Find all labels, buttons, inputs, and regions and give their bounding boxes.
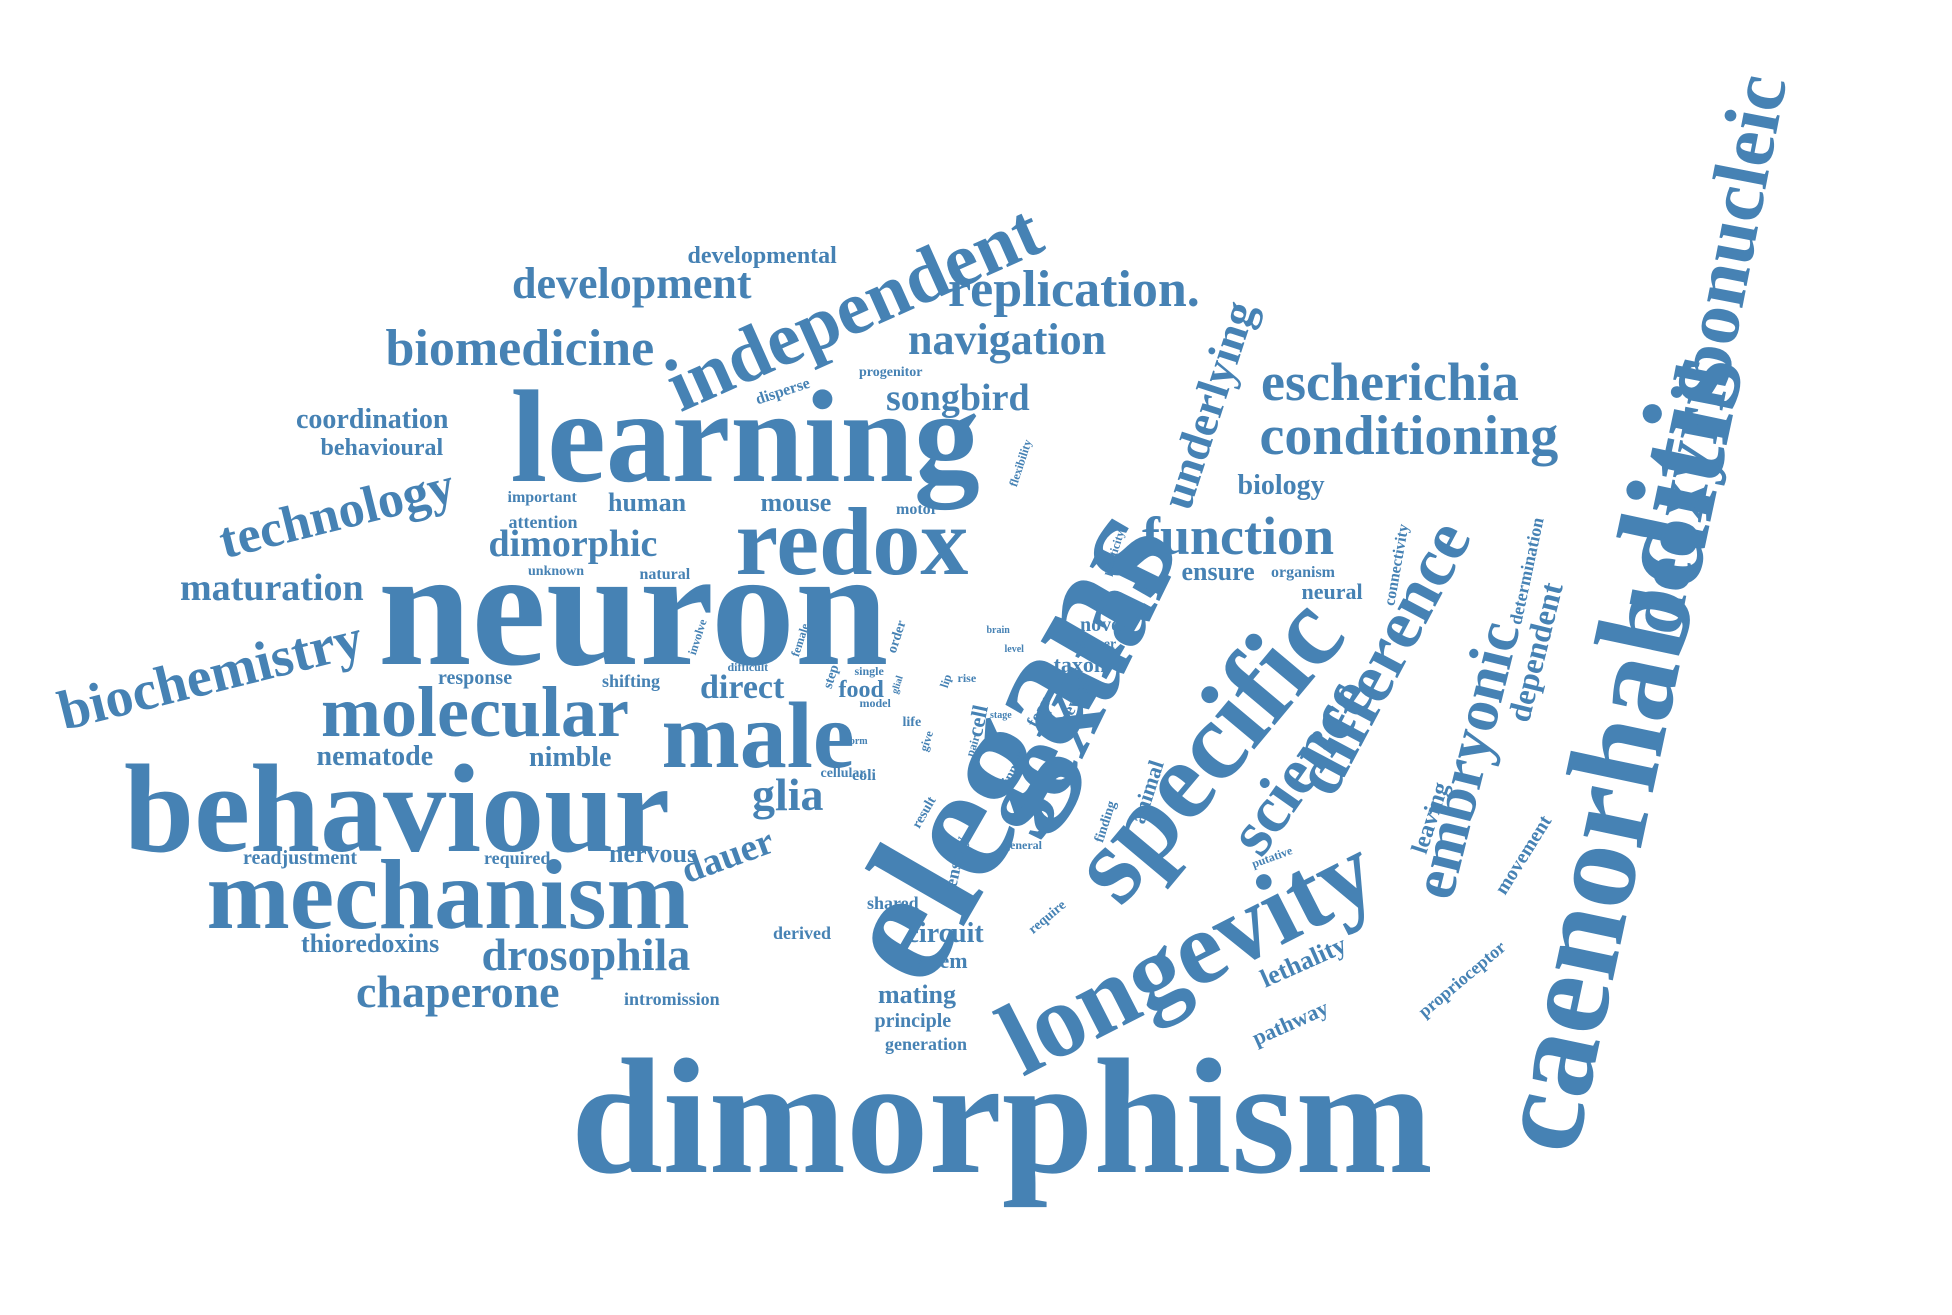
word-shared: shared	[867, 894, 919, 912]
word-biomedicine: biomedicine	[386, 323, 655, 375]
word-mating: mating	[878, 982, 956, 1008]
word-thioredoxins: thioredoxins	[301, 931, 439, 957]
word-neural: neural	[1302, 581, 1363, 603]
word-principle: principle	[875, 1011, 952, 1031]
word-nervous: nervous	[609, 841, 697, 867]
word-single: single	[855, 665, 884, 677]
word-taxon: taxon	[1054, 654, 1107, 676]
word-form: form	[847, 737, 868, 747]
word-mouse: mouse	[761, 490, 832, 516]
word-glial: glial	[891, 675, 906, 696]
word-dimorphism: dimorphism	[571, 1034, 1433, 1199]
word-ensure: ensure	[1182, 559, 1255, 585]
word-stage: stage	[990, 711, 1012, 721]
word-level: level	[1005, 645, 1024, 655]
word-general: general	[1004, 839, 1042, 851]
word-replication: replication.	[948, 264, 1200, 316]
word-organism: organism	[1271, 565, 1335, 581]
word-coli: coli	[852, 768, 876, 784]
word-model: model	[860, 697, 891, 709]
word-direct: direct	[700, 671, 784, 705]
word-conditioning: conditioning	[1260, 408, 1559, 464]
word-system: system	[904, 950, 968, 972]
word-progenitor: progenitor	[859, 366, 923, 380]
word-difficult: difficult	[728, 661, 769, 673]
word-manner: manner	[1070, 638, 1117, 652]
word-derived: derived	[773, 924, 831, 942]
word-function: function	[1142, 509, 1334, 563]
word-natural: natural	[640, 567, 691, 583]
word-biology: biology	[1238, 472, 1325, 500]
word-generation: generation	[885, 1035, 967, 1053]
word-motor: motor	[896, 502, 938, 518]
word-rise: rise	[958, 672, 977, 684]
word-human: human	[608, 490, 686, 516]
word-brain: brain	[987, 626, 1010, 636]
word-require: require	[1027, 899, 1070, 938]
word-developmental: developmental	[688, 244, 837, 268]
word-circuit: circuit	[907, 920, 984, 948]
word-behavioural: behavioural	[321, 436, 444, 460]
word-glia: glia	[752, 772, 824, 818]
word-songbird: songbird	[886, 379, 1030, 417]
word-response: response	[438, 668, 512, 688]
word-order: order	[885, 619, 909, 655]
word-important: important	[508, 490, 577, 506]
word-flexibility: flexibility	[1007, 438, 1033, 488]
word-nimble: nimble	[529, 744, 611, 772]
word-life: life	[903, 716, 922, 730]
word-readjustment: readjustment	[243, 848, 357, 868]
word-nematode: nematode	[317, 743, 434, 771]
word-intromission: intromission	[624, 990, 720, 1008]
word-coordination: coordination	[296, 406, 448, 434]
word-escherichia: escherichia	[1261, 355, 1519, 409]
word-unknown: unknown	[528, 565, 584, 579]
word-novel: novel	[1080, 615, 1126, 635]
word-shifting: shifting	[602, 672, 660, 690]
word-attention: attention	[509, 513, 578, 531]
word-maturation: maturation	[180, 569, 364, 607]
word-navigation: navigation	[908, 318, 1106, 362]
word-required: required	[484, 849, 550, 867]
word-chaperone: chaperone	[356, 969, 560, 1015]
